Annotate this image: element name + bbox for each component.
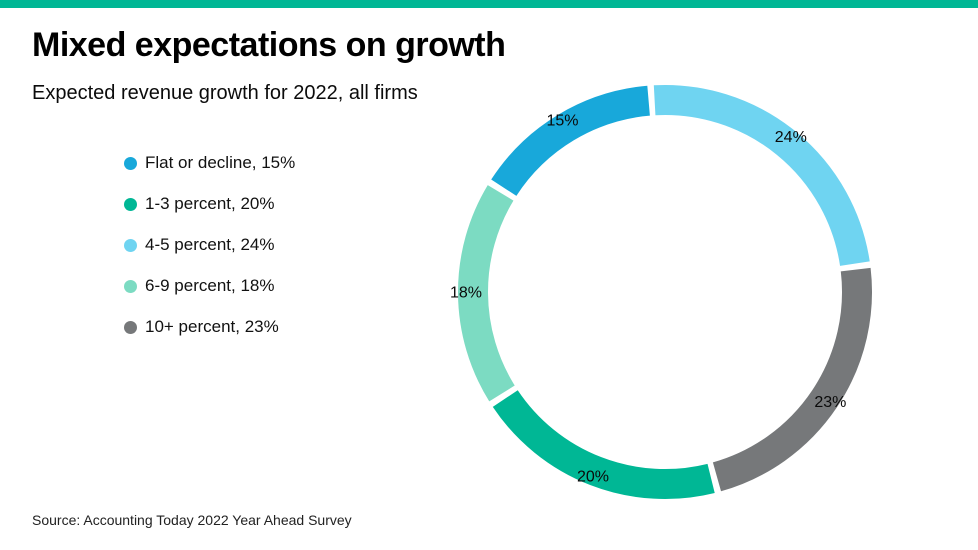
segment-percentage-label: 20% [577,469,609,486]
legend-swatch-icon [124,279,137,293]
segment-percentage-label: 23% [814,394,846,411]
top-accent-bar [0,0,978,8]
donut-segment-flat-or-decline [491,85,651,197]
legend-swatch-icon [124,238,137,252]
donut-segment-4-5-percent [653,85,870,267]
legend-item-10-plus-percent: 10+ percent, 23% [124,316,295,338]
legend-swatch-icon [124,156,137,170]
segment-percentage-label: 18% [450,285,482,302]
donut-segment-1-3-percent [492,390,715,499]
legend-label: Flat or decline, 15% [145,153,296,172]
donut-segment-6-9-percent [458,185,515,402]
legend-item-1-3-percent: 1-3 percent, 20% [124,193,295,215]
legend-label: 10+ percent, 23% [145,317,279,336]
chart-subtitle: Expected revenue growth for 2022, all fi… [32,82,418,104]
legend-swatch-icon [124,320,137,334]
legend-item-4-5-percent: 4-5 percent, 24% [124,234,295,256]
donut-segment-10-percent [712,267,872,492]
legend-item-6-9-percent: 6-9 percent, 18% [124,275,295,297]
chart-legend: Flat or decline, 15% 1-3 percent, 20% 4-… [124,152,295,338]
legend-swatch-icon [124,197,137,211]
legend-item-flat-or-decline: Flat or decline, 15% [124,152,295,174]
legend-label: 6-9 percent, 18% [145,276,275,295]
segment-percentage-label: 15% [546,113,578,130]
source-note: Source: Accounting Today 2022 Year Ahead… [32,512,352,528]
legend-label: 1-3 percent, 20% [145,194,275,213]
legend-label: 4-5 percent, 24% [145,235,275,254]
segment-percentage-label: 24% [775,129,807,146]
chart-title: Mixed expectations on growth [32,26,506,64]
